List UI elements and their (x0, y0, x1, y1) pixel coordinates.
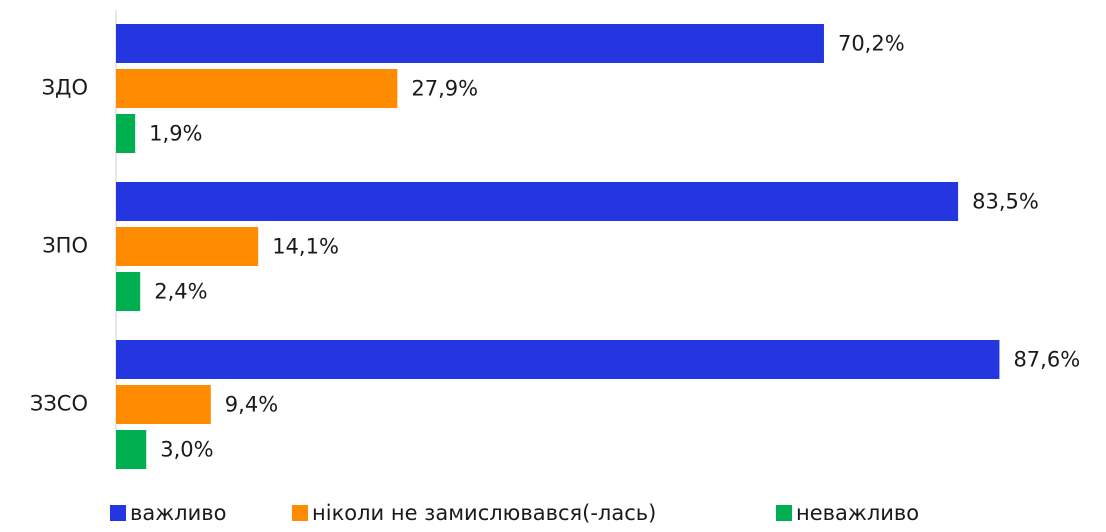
value-label: 27,9% (411, 77, 478, 101)
category-label: ЗЗСО (30, 392, 88, 416)
value-label: 9,4% (225, 393, 278, 417)
bar (116, 69, 398, 108)
value-label: 14,1% (272, 235, 339, 259)
bar (116, 385, 211, 424)
legend-label: ніколи не замислювався(-лась) (312, 501, 656, 525)
category-label: ЗДО (42, 76, 88, 100)
bar (116, 272, 141, 311)
value-label: 2,4% (154, 280, 207, 304)
legend-swatch (776, 505, 792, 521)
legend-label: неважливо (796, 501, 919, 525)
value-label: 87,6% (1013, 348, 1080, 372)
bar (116, 340, 1000, 379)
value-label: 70,2% (838, 32, 905, 56)
bar (116, 227, 259, 266)
category-label: ЗПО (42, 234, 88, 258)
legend-swatch (292, 505, 308, 521)
bar (116, 24, 824, 63)
legend-swatch (110, 505, 126, 521)
value-label: 83,5% (972, 190, 1039, 214)
bar (116, 182, 959, 221)
bar (116, 114, 136, 153)
bar (116, 430, 147, 469)
value-label: 3,0% (160, 438, 213, 462)
legend-label: важливо (130, 501, 226, 525)
value-label: 1,9% (149, 122, 202, 146)
